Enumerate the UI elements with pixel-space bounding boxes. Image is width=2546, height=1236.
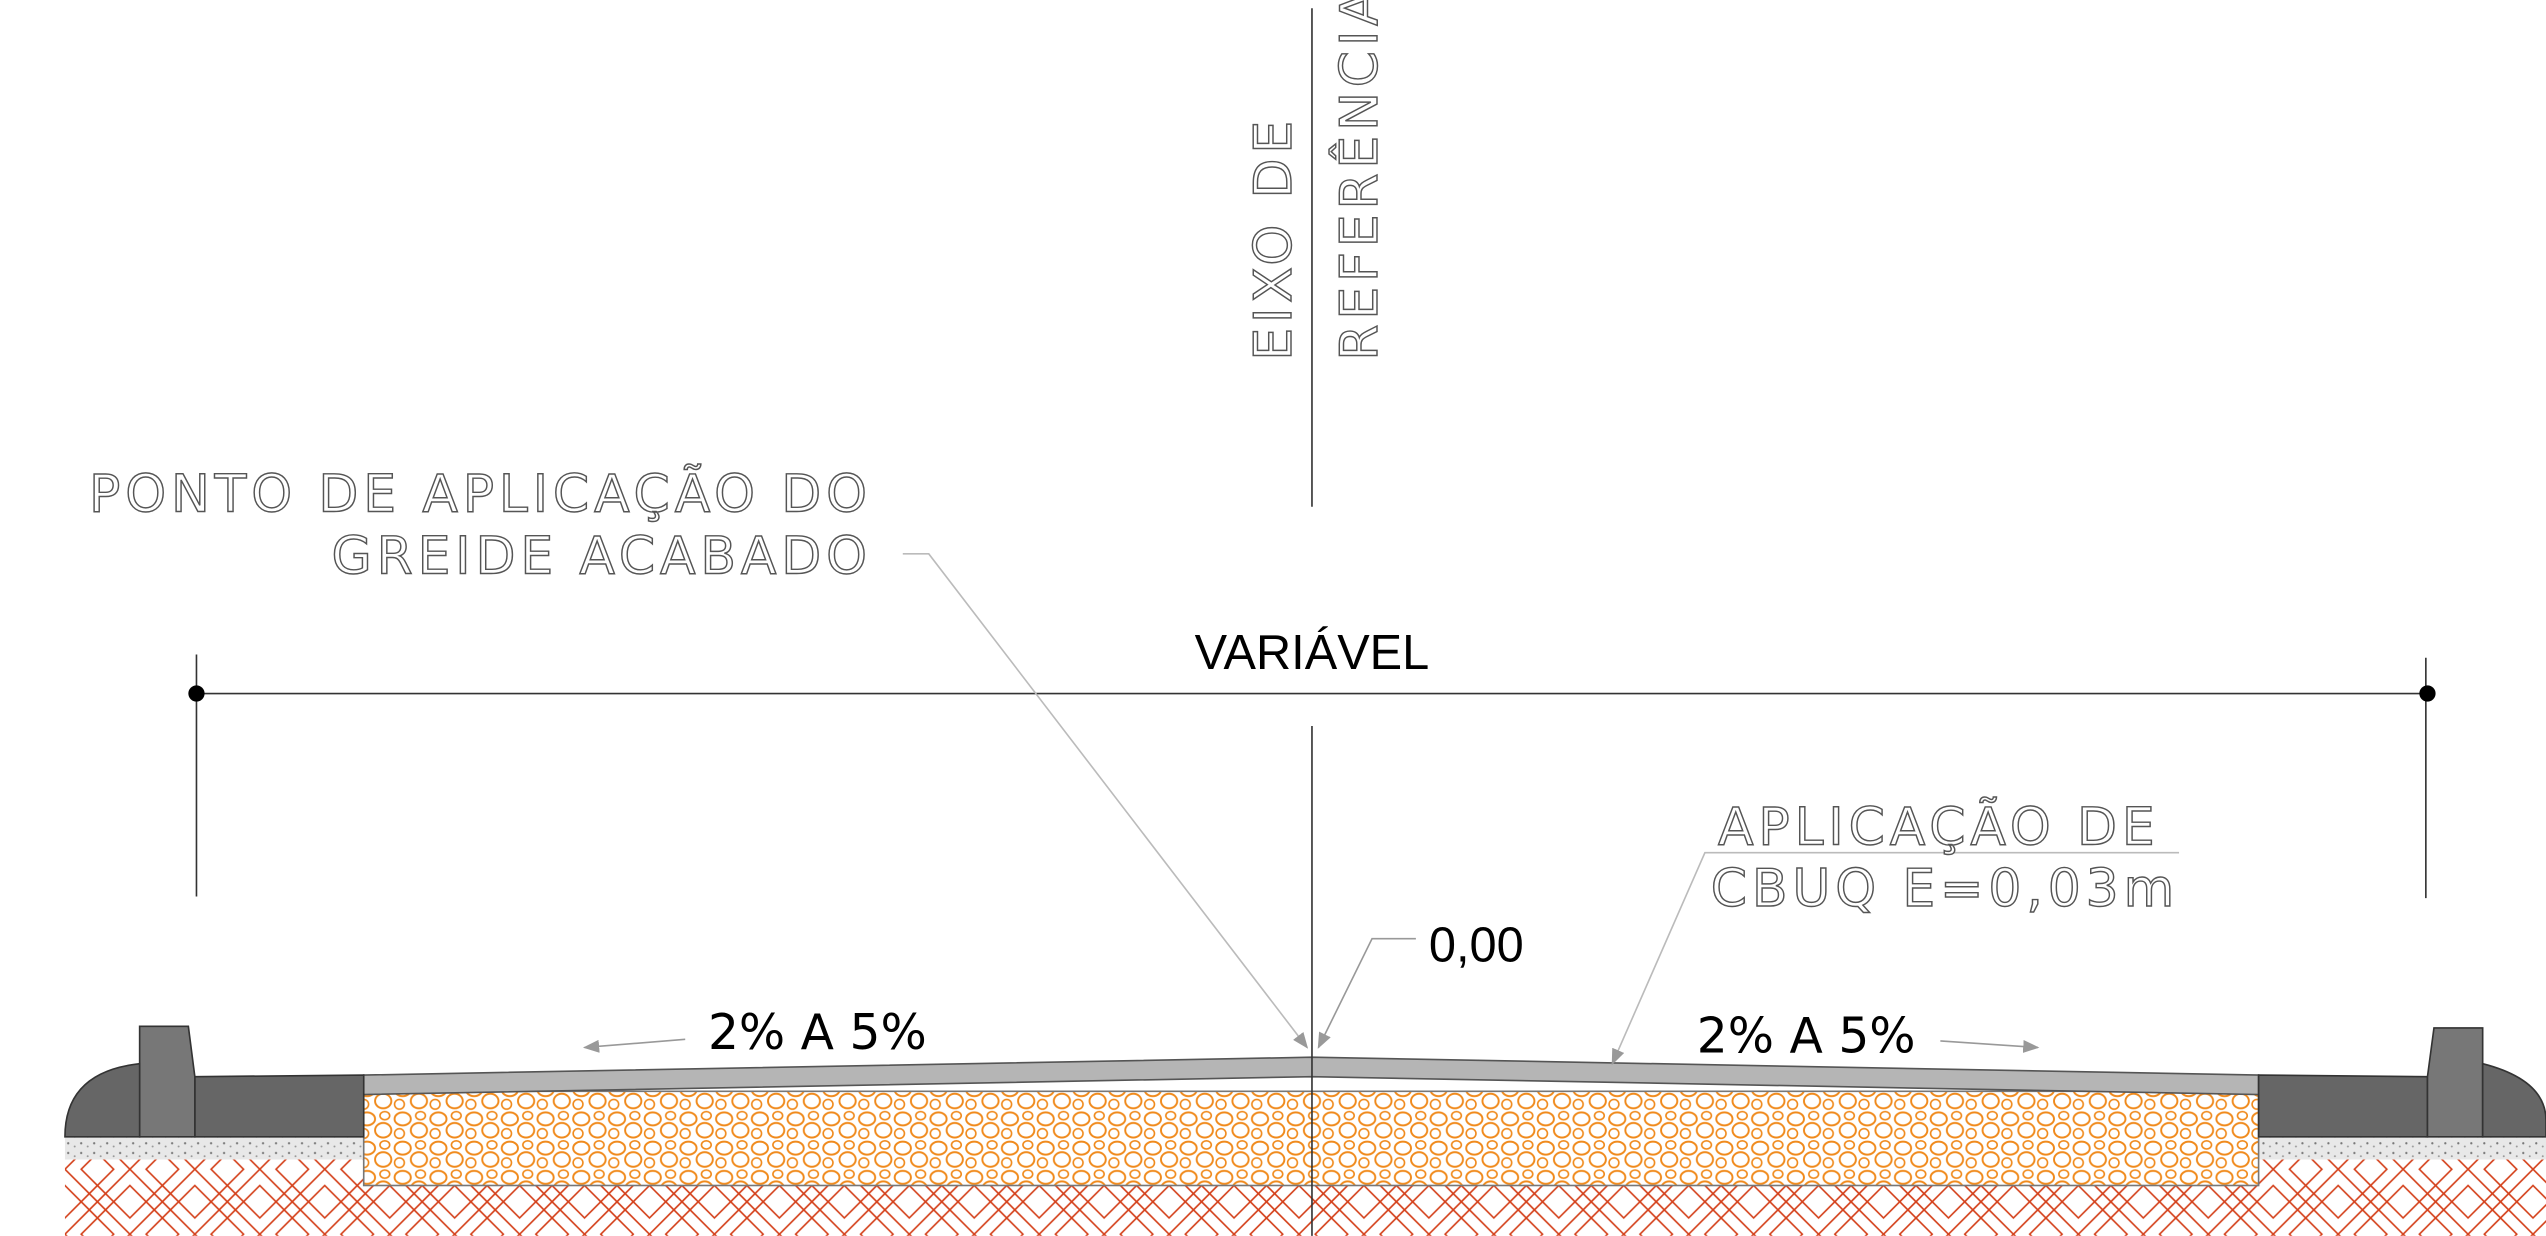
note: CBUQ E=0,03m — [1711, 859, 2179, 919]
elevation-label: 0,00 — [1429, 918, 1524, 972]
sidewalk-base — [2259, 1137, 2546, 1160]
dimension-dot — [2419, 685, 2435, 701]
curb — [140, 1026, 195, 1136]
note: APLICAÇÃO DE — [1718, 797, 2160, 858]
slope-label: 2% A 5% — [708, 1005, 927, 1061]
sidewalk-base — [65, 1137, 364, 1160]
gutter — [195, 1075, 364, 1137]
pavement — [364, 1057, 2259, 1094]
sidewalk — [65, 1064, 140, 1137]
slope-label: 2% A 5% — [1697, 1008, 1916, 1064]
leader-line — [1318, 939, 1415, 1048]
road-cross-section: EIXO DE REFERÊNCIA PONTO DE APLICAÇÃO DO… — [0, 0, 2546, 1236]
dimension-label: VARIÁVEL — [1195, 626, 1430, 680]
curb — [2427, 1028, 2482, 1137]
slope-arrow — [1940, 1041, 2037, 1047]
note: GREIDE ACABADO — [332, 526, 872, 586]
note: PONTO DE APLICAÇÃO DO — [89, 464, 872, 525]
slope-arrow — [585, 1039, 686, 1047]
axis-label: REFERÊNCIA — [1329, 0, 1390, 361]
gutter — [2259, 1075, 2428, 1137]
sidewalk — [2483, 1064, 2546, 1137]
base-layer — [364, 1091, 2259, 1185]
axis-label: EIXO DE — [1244, 116, 1304, 361]
dimension-dot — [188, 685, 204, 701]
